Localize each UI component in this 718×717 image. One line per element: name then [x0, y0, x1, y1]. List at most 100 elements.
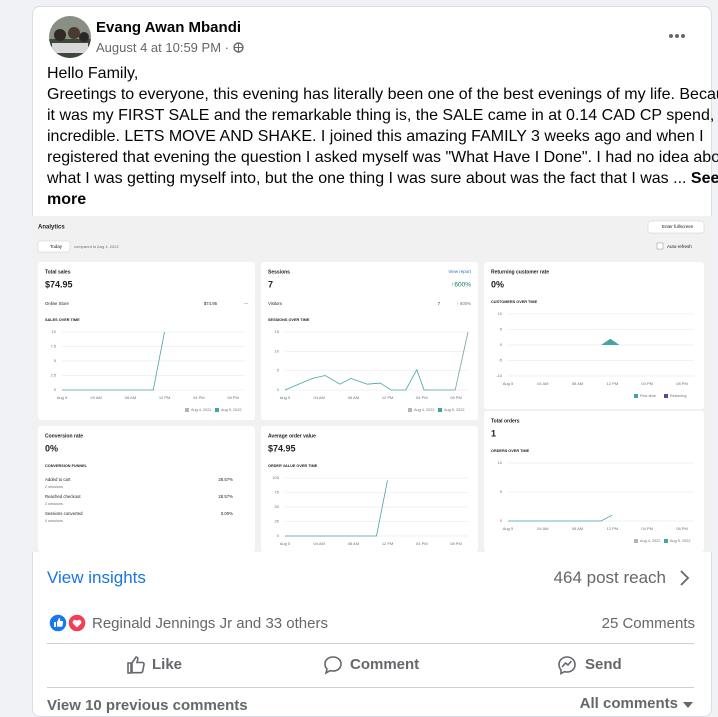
- y-tick-label: 15: [275, 329, 280, 334]
- like-icon[interactable]: [126, 655, 146, 675]
- avatar[interactable]: [48, 15, 92, 59]
- legend-swatch: [634, 539, 638, 543]
- checkbox: [656, 242, 664, 250]
- card: [38, 262, 255, 420]
- row-change: —: [244, 301, 249, 306]
- legend-label: Aug 5, 2022: [444, 408, 464, 412]
- chart-label: CONVERSION FUNNEL: [45, 464, 88, 468]
- body-line[interactable]: more: [47, 191, 87, 208]
- row-label: Online Store: [45, 301, 69, 306]
- like-button[interactable]: Like: [152, 656, 183, 673]
- body-text: it was my FIRST SALE and the remarkable …: [47, 107, 718, 124]
- timestamp-text[interactable]: August 4 at 10:59 PM: [96, 40, 222, 55]
- comment-filter[interactable]: All comments: [579, 695, 678, 712]
- chevron[interactable]: [679, 569, 691, 587]
- body-line: incredible. LETS MOVE AND SHAKE. I joine…: [47, 128, 704, 146]
- row-change: ↑ 600%: [457, 301, 472, 306]
- legend-swatch: [408, 408, 412, 412]
- body-text: Hello Family,: [47, 65, 139, 82]
- dropdown-arrow[interactable]: [682, 701, 694, 709]
- globe-icon: [232, 42, 244, 53]
- comment-button[interactable]: Comment: [350, 656, 420, 673]
- view-previous-comments[interactable]: View 10 previous comments: [47, 697, 248, 714]
- funnel-rate: 28.57%: [218, 477, 233, 482]
- funnel-rate: 28.57%: [218, 494, 233, 499]
- view-insights[interactable]: View insights: [47, 568, 146, 587]
- funnel-sessions: 0 sessions: [45, 519, 63, 523]
- card: [261, 262, 478, 420]
- x-tick-label: 04 AM: [314, 395, 325, 400]
- x-tick-label: Aug 5: [57, 395, 68, 400]
- y-tick-label: 10: [275, 348, 280, 353]
- x-tick-label: Aug 5: [280, 395, 291, 400]
- chart-label: ORDERS OVER TIME: [491, 449, 530, 453]
- body-line: what I was getting myself into, but the …: [47, 170, 718, 188]
- y-tick-label: 5: [500, 489, 503, 494]
- x-tick-label: 04 PM: [193, 395, 205, 400]
- x-tick-label: 08 PM: [676, 526, 688, 531]
- send-button[interactable]: Send: [585, 656, 622, 673]
- legend-label: Aug 4, 2022: [640, 539, 660, 543]
- funnel-step: Reached checkout: [45, 494, 81, 499]
- y-tick-label: 0: [277, 533, 280, 538]
- y-tick-label: 5: [500, 327, 503, 332]
- legend-swatch: [664, 394, 668, 398]
- x-tick-label: 04 AM: [91, 395, 102, 400]
- x-tick-label: 12 PM: [159, 395, 171, 400]
- analytics-screenshot[interactable]: Analytics Today compared to Aug 4, 2022 Ent…: [32, 216, 712, 552]
- card-link: View report: [448, 269, 471, 274]
- x-tick-label: Aug 5: [503, 381, 514, 386]
- author-name[interactable]: Evang Awan Mbandi: [96, 19, 242, 36]
- comments-count[interactable]: 25 Comments: [601, 615, 695, 632]
- post-reach[interactable]: 464 post reach: [553, 568, 666, 587]
- divider: [47, 643, 694, 644]
- y-tick-label: 0: [500, 518, 503, 523]
- y-tick-label: -10: [496, 373, 503, 378]
- see-more[interactable]: See: [690, 170, 718, 187]
- timestamp[interactable]: August 4 at 10:59 PM ·: [96, 40, 244, 55]
- y-tick-label: 0: [500, 342, 503, 347]
- card-change: ↑600%: [451, 282, 471, 289]
- x-tick-label: 08 AM: [348, 541, 359, 546]
- card-value: $74.95: [45, 279, 73, 289]
- x-tick-label: 04 PM: [416, 395, 428, 400]
- chart-line: [284, 331, 469, 391]
- body-line: it was my FIRST SALE and the remarkable …: [47, 107, 718, 125]
- legend-swatch: [215, 408, 219, 412]
- x-tick-label: 12 PM: [382, 395, 394, 400]
- more-options[interactable]: [668, 32, 688, 40]
- x-tick-label: 04 AM: [314, 541, 325, 546]
- body-line: registered that evening the question I a…: [47, 149, 718, 167]
- card-value: 1: [491, 428, 496, 438]
- funnel-step: Added to cart: [45, 477, 71, 482]
- x-tick-label: 08 AM: [572, 526, 583, 531]
- chart-area: [601, 338, 620, 345]
- body-line: Greetings to everyone, this evening has …: [47, 86, 718, 104]
- chart-label: SALES OVER TIME: [45, 318, 80, 322]
- x-tick-label: 12 PM: [607, 526, 619, 531]
- x-tick-label: 08 AM: [348, 395, 359, 400]
- chart-label: ORDER VALUE OVER TIME: [268, 464, 318, 468]
- x-tick-label: 04 PM: [641, 381, 653, 386]
- card-title: Total sales: [45, 269, 71, 275]
- row-value: $74.95: [204, 301, 218, 306]
- comment-icon[interactable]: [323, 655, 343, 675]
- reaction-icons[interactable]: [48, 613, 88, 633]
- legend-label: First-time: [640, 394, 656, 398]
- x-tick-label: Aug 5: [280, 541, 291, 546]
- y-tick-label: 5: [277, 368, 280, 373]
- card: [484, 411, 704, 552]
- legend-label: Aug 5, 2022: [670, 539, 690, 543]
- x-tick-label: 04 PM: [641, 526, 653, 531]
- chart-line: [285, 480, 388, 537]
- body-line: Hello Family,: [47, 65, 138, 83]
- chart-label: CUSTOMERS OVER TIME: [491, 300, 538, 304]
- y-tick-label: -5: [498, 358, 502, 363]
- reactions-text[interactable]: Reginald Jennings Jr and 33 others: [92, 615, 328, 632]
- card-title: Sessions: [268, 269, 290, 275]
- x-tick-label: 04 PM: [416, 541, 428, 546]
- y-tick-label: 50: [275, 504, 280, 509]
- send-icon[interactable]: [557, 655, 577, 675]
- y-tick-label: 7.5: [50, 344, 56, 349]
